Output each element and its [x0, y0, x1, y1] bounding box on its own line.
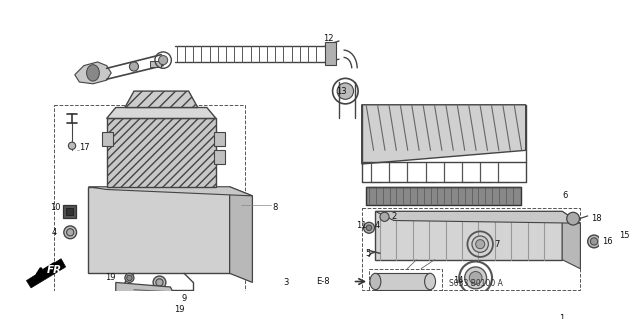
Polygon shape — [26, 259, 66, 288]
Polygon shape — [362, 105, 525, 164]
Text: 14: 14 — [453, 276, 463, 285]
Bar — [63, 205, 76, 218]
Text: 3: 3 — [284, 278, 289, 287]
Bar — [54, 105, 245, 296]
Circle shape — [469, 271, 482, 284]
Polygon shape — [107, 118, 216, 187]
Polygon shape — [230, 187, 252, 282]
Circle shape — [67, 229, 74, 236]
Circle shape — [180, 303, 189, 313]
Text: 6: 6 — [562, 191, 568, 200]
Circle shape — [127, 275, 132, 281]
Polygon shape — [562, 211, 580, 269]
Circle shape — [567, 212, 579, 225]
Bar — [102, 132, 113, 146]
Ellipse shape — [370, 273, 381, 290]
Text: E-8: E-8 — [316, 277, 330, 286]
Circle shape — [476, 240, 484, 249]
Circle shape — [153, 276, 166, 289]
Polygon shape — [116, 282, 175, 302]
Polygon shape — [376, 211, 580, 223]
Circle shape — [472, 236, 488, 252]
Text: 7: 7 — [495, 240, 500, 249]
Circle shape — [588, 235, 600, 248]
Circle shape — [465, 267, 486, 289]
Text: 18: 18 — [591, 214, 602, 223]
Bar — [325, 42, 336, 65]
Text: 8: 8 — [273, 203, 278, 212]
Polygon shape — [88, 187, 252, 196]
Text: FR.: FR. — [47, 265, 66, 275]
Bar — [214, 132, 225, 146]
Text: 4: 4 — [374, 221, 380, 230]
Circle shape — [364, 222, 374, 233]
Text: 5: 5 — [365, 249, 371, 258]
Circle shape — [366, 225, 372, 231]
Circle shape — [156, 279, 163, 286]
Text: 19: 19 — [105, 273, 115, 282]
Text: 17: 17 — [79, 143, 90, 152]
Text: 1: 1 — [559, 314, 564, 319]
Ellipse shape — [424, 273, 436, 290]
Text: 12: 12 — [323, 34, 334, 43]
Bar — [362, 208, 580, 290]
Polygon shape — [376, 211, 562, 260]
Circle shape — [129, 62, 138, 71]
Circle shape — [159, 56, 168, 65]
Bar — [369, 269, 442, 294]
Text: 13: 13 — [336, 86, 347, 96]
Text: 16: 16 — [602, 237, 613, 246]
Polygon shape — [75, 62, 111, 84]
Polygon shape — [107, 108, 216, 118]
Text: 4: 4 — [52, 228, 57, 237]
Circle shape — [125, 273, 134, 282]
Polygon shape — [125, 91, 198, 108]
Text: 2: 2 — [391, 212, 396, 221]
Circle shape — [380, 212, 389, 221]
Circle shape — [337, 83, 353, 99]
Polygon shape — [88, 187, 230, 273]
Bar — [214, 150, 225, 164]
Text: 11: 11 — [356, 221, 367, 230]
Polygon shape — [366, 187, 521, 205]
Bar — [66, 208, 73, 215]
Text: 10: 10 — [50, 203, 61, 212]
Text: 19: 19 — [174, 305, 184, 314]
Circle shape — [68, 142, 76, 149]
Circle shape — [64, 226, 77, 239]
Text: 15: 15 — [619, 231, 629, 240]
Polygon shape — [376, 273, 430, 290]
Circle shape — [591, 238, 598, 245]
Text: 9: 9 — [181, 294, 187, 303]
Circle shape — [607, 232, 616, 241]
Ellipse shape — [86, 65, 99, 81]
Text: S033 B0100 A: S033 B0100 A — [449, 279, 502, 288]
Circle shape — [182, 306, 186, 310]
Bar — [150, 61, 161, 66]
Circle shape — [172, 293, 179, 300]
